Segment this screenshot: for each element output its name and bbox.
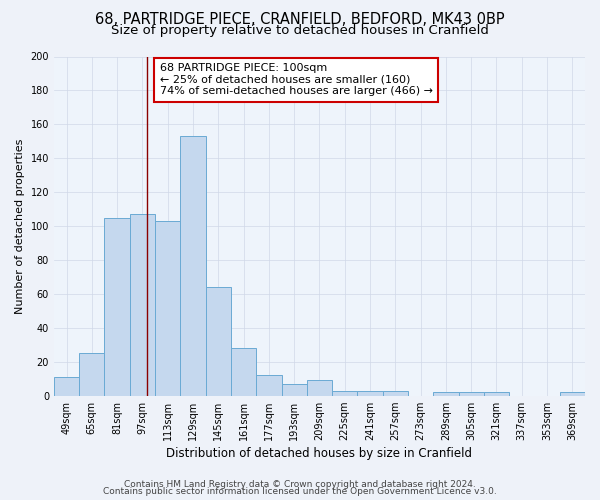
- Y-axis label: Number of detached properties: Number of detached properties: [15, 138, 25, 314]
- Bar: [358, 390, 383, 396]
- Bar: [458, 392, 484, 396]
- Bar: [231, 348, 256, 396]
- Bar: [560, 392, 585, 396]
- Text: 68, PARTRIDGE PIECE, CRANFIELD, BEDFORD, MK43 0BP: 68, PARTRIDGE PIECE, CRANFIELD, BEDFORD,…: [95, 12, 505, 28]
- Bar: [433, 392, 458, 396]
- Bar: [79, 354, 104, 396]
- Text: Contains HM Land Registry data © Crown copyright and database right 2024.: Contains HM Land Registry data © Crown c…: [124, 480, 476, 489]
- Bar: [130, 214, 155, 396]
- Bar: [256, 376, 281, 396]
- Bar: [281, 384, 307, 396]
- Bar: [54, 377, 79, 396]
- Bar: [181, 136, 206, 396]
- Bar: [104, 218, 130, 396]
- Bar: [484, 392, 509, 396]
- Text: Size of property relative to detached houses in Cranfield: Size of property relative to detached ho…: [111, 24, 489, 37]
- Bar: [383, 390, 408, 396]
- Bar: [155, 221, 181, 396]
- Bar: [332, 390, 358, 396]
- Bar: [307, 380, 332, 396]
- Text: 68 PARTRIDGE PIECE: 100sqm
← 25% of detached houses are smaller (160)
74% of sem: 68 PARTRIDGE PIECE: 100sqm ← 25% of deta…: [160, 64, 433, 96]
- Bar: [206, 287, 231, 396]
- X-axis label: Distribution of detached houses by size in Cranfield: Distribution of detached houses by size …: [166, 447, 472, 460]
- Text: Contains public sector information licensed under the Open Government Licence v3: Contains public sector information licen…: [103, 488, 497, 496]
